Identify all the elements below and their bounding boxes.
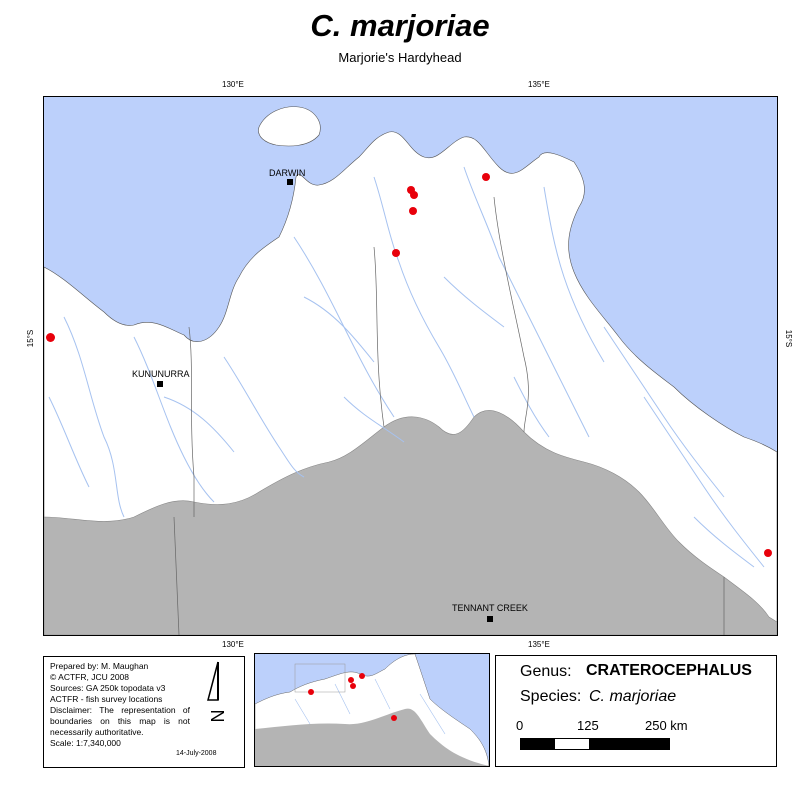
survey-point (482, 173, 490, 181)
grid-label-bottom-135: 135°E (528, 640, 550, 649)
info-line: Sources: GA 250k topodata v3 (50, 683, 166, 693)
info-line: © ACTFR, JCU 2008 (50, 672, 130, 682)
outside-area (44, 410, 777, 635)
inset-outside-area (255, 708, 489, 766)
genus-label: Genus: (520, 663, 572, 680)
scale-bar-segment (555, 739, 589, 749)
kununurra-marker (157, 381, 163, 387)
map-date: 14-July-2008 (176, 750, 217, 757)
river-network (48, 166, 765, 568)
inset-map[interactable] (254, 653, 490, 767)
grid-label-top-130: 130°E (222, 80, 244, 89)
survey-point (409, 207, 417, 215)
info-line: ACTFR - fish survey locations (50, 694, 163, 704)
tennant-creek-marker (487, 616, 493, 622)
svg-text:N: N (208, 710, 228, 723)
inset-point (391, 715, 397, 721)
survey-point (392, 249, 400, 257)
inset-point (308, 689, 314, 695)
info-line: Scale: 1:7,340,000 (50, 738, 121, 748)
catchment-boundaries (173, 196, 725, 635)
survey-point (407, 186, 415, 194)
inset-point (348, 677, 354, 683)
info-box (43, 656, 245, 768)
survey-point (46, 333, 55, 342)
info-line: Disclaimer: The representation of bounda… (50, 705, 190, 737)
scale-bar (520, 738, 670, 750)
main-map-svg (44, 106, 777, 635)
darwin-marker (287, 179, 293, 185)
inset-extent-frame (294, 663, 346, 693)
scale-tick-0: 0 (516, 718, 524, 733)
island-bathurst (258, 106, 321, 147)
legend-box (495, 655, 777, 767)
grid-label-bottom-130: 130°E (222, 640, 244, 649)
species-value: C. marjoriae (589, 688, 677, 705)
scale-bar-segment (521, 739, 555, 749)
place-label-tennant-creek: TENNANT CREEK (452, 603, 528, 613)
grid-label-left-15s: 15°S (26, 329, 36, 348)
species-label: Species: (520, 688, 582, 705)
map-subtitle: Marjorie's Hardyhead (338, 50, 462, 65)
info-text: Prepared by: M. Maughan © ACTFR, JCU 200… (50, 661, 190, 749)
main-map[interactable]: DARWIN KUNUNURRA TENNANT CREEK (43, 96, 778, 636)
north-arrow-icon: N (207, 661, 228, 723)
survey-point (764, 549, 772, 557)
place-label-darwin: DARWIN (269, 168, 306, 178)
grid-label-right-15s: 15°S (784, 329, 794, 348)
inset-map-svg (255, 654, 489, 766)
inset-point (359, 673, 365, 679)
info-line: Prepared by: M. Maughan (50, 661, 149, 671)
scale-tick-125: 125 (577, 718, 599, 733)
scale-bar-segment (589, 739, 669, 749)
inset-point (350, 683, 356, 689)
grid-label-top-135: 135°E (528, 80, 550, 89)
survey-point (410, 191, 418, 199)
map-title: C. marjoriae (310, 8, 490, 43)
genus-value: CRATEROCEPHALUS (586, 662, 752, 679)
place-label-kununurra: KUNUNURRA (132, 369, 190, 379)
scale-tick-250: 250 km (645, 718, 688, 733)
